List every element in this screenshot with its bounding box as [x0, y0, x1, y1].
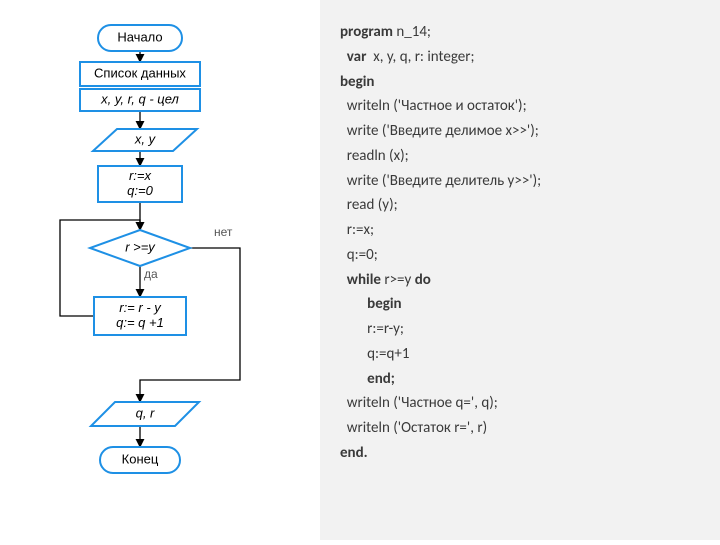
code-body: program n_14; var x, y, q, r: integer;be…	[340, 20, 700, 466]
flowchart-svg: Начало Список данных x, y, r, q - цел x, y r…	[0, 0, 320, 540]
code-line: program n_14;	[340, 20, 700, 45]
code-line: q:=0;	[340, 243, 700, 268]
code-panel: program n_14; var x, y, q, r: integer;be…	[320, 0, 720, 540]
code-line: begin	[340, 292, 700, 317]
code-line: begin	[340, 70, 700, 95]
svg-text:Список данных: Список данных	[94, 65, 186, 80]
flow-label-yes: да	[144, 267, 158, 281]
svg-text:q:= q +1: q:= q +1	[116, 315, 164, 330]
code-line: r:=r-y;	[340, 317, 700, 342]
svg-text:q, r: q, r	[136, 405, 155, 420]
code-line: writeln ('Частное и остаток');	[340, 94, 700, 119]
svg-text:r >=y: r >=y	[125, 239, 156, 254]
svg-text:r:=x: r:=x	[129, 168, 152, 183]
code-line: while r>=y do	[340, 268, 700, 293]
svg-text:r:= r - y: r:= r - y	[119, 300, 162, 315]
code-line: q:=q+1	[340, 342, 700, 367]
code-line: end.	[340, 441, 700, 466]
code-line: read (y);	[340, 193, 700, 218]
svg-text:q:=0: q:=0	[127, 183, 153, 198]
svg-text:Конец: Конец	[122, 451, 159, 466]
code-line: write ('Введите делитель y>>');	[340, 169, 700, 194]
code-line: write ('Введите делимое x>>');	[340, 119, 700, 144]
svg-text:Начало: Начало	[117, 29, 162, 44]
code-line: writeln ('Остаток r=', r)	[340, 416, 700, 441]
flowchart-region: Начало Список данных x, y, r, q - цел x, y r…	[0, 0, 320, 540]
code-line: writeln ('Частное q=', q);	[340, 391, 700, 416]
svg-text:x, y: x, y	[134, 131, 157, 146]
flow-label-no: нет	[214, 225, 233, 239]
code-line: r:=x;	[340, 218, 700, 243]
svg-text:x, y, r, q - цел: x, y, r, q - цел	[100, 91, 179, 106]
code-line: readln (x);	[340, 144, 700, 169]
code-line: var x, y, q, r: integer;	[340, 45, 700, 70]
code-line: end;	[340, 367, 700, 392]
